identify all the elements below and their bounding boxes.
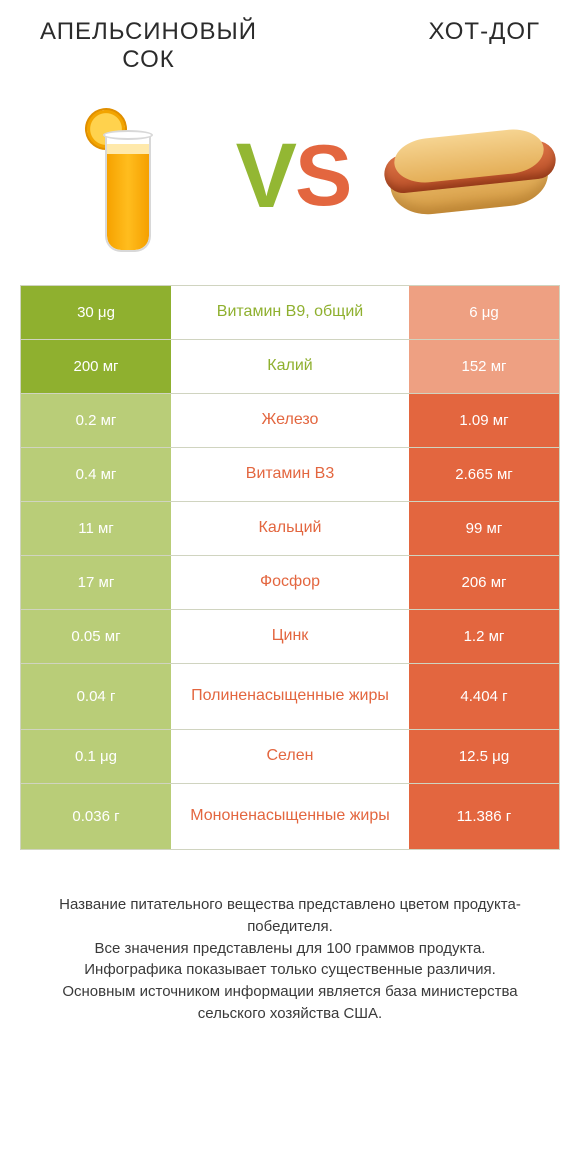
right-value: 1.09 мг bbox=[409, 394, 559, 447]
left-value: 0.4 мг bbox=[21, 448, 171, 501]
comparison-table: 30 μgВитамин B9, общий6 μg200 мгКалий152… bbox=[20, 285, 560, 850]
left-value: 0.04 г bbox=[21, 664, 171, 729]
right-value: 11.386 г bbox=[409, 784, 559, 849]
infographic: АПЕЛЬСИНОВЫЙ СОК ХОТ-ДОГ V S 30 μgВитами… bbox=[0, 0, 580, 1025]
right-value: 6 μg bbox=[409, 286, 559, 339]
nutrient-label: Железо bbox=[171, 394, 409, 447]
nutrient-label: Селен bbox=[171, 730, 409, 783]
table-row: 0.05 мгЦинк1.2 мг bbox=[21, 610, 559, 664]
vs-v: V bbox=[236, 130, 297, 222]
right-product-image bbox=[384, 91, 534, 261]
left-product-title: АПЕЛЬСИНОВЫЙ СОК bbox=[40, 18, 257, 73]
left-value: 0.05 мг bbox=[21, 610, 171, 663]
left-value: 200 мг bbox=[21, 340, 171, 393]
vs-label: V S bbox=[236, 130, 353, 222]
right-value: 12.5 μg bbox=[409, 730, 559, 783]
right-value: 2.665 мг bbox=[409, 448, 559, 501]
right-value: 1.2 мг bbox=[409, 610, 559, 663]
table-row: 0.04 гПолиненасыщенные жиры4.404 г bbox=[21, 664, 559, 730]
nutrient-label: Калий bbox=[171, 340, 409, 393]
nutrient-label: Витамин B9, общий bbox=[171, 286, 409, 339]
nutrient-label: Полиненасыщенные жиры bbox=[171, 664, 409, 729]
hotdog-icon bbox=[384, 116, 534, 236]
table-row: 17 мгФосфор206 мг bbox=[21, 556, 559, 610]
left-value: 0.1 μg bbox=[21, 730, 171, 783]
footer-line-4: Основным источником информации является … bbox=[30, 981, 550, 1025]
right-product-title: ХОТ-ДОГ bbox=[429, 18, 540, 46]
footer-line-1: Название питательного вещества представл… bbox=[30, 894, 550, 938]
table-row: 0.2 мгЖелезо1.09 мг bbox=[21, 394, 559, 448]
table-row: 0.1 μgСелен12.5 μg bbox=[21, 730, 559, 784]
header: АПЕЛЬСИНОВЫЙ СОК ХОТ-ДОГ bbox=[10, 18, 570, 73]
hero-row: V S bbox=[10, 91, 570, 261]
table-row: 200 мгКалий152 мг bbox=[21, 340, 559, 394]
nutrient-label: Кальций bbox=[171, 502, 409, 555]
left-value: 11 мг bbox=[21, 502, 171, 555]
table-row: 30 μgВитамин B9, общий6 μg bbox=[21, 286, 559, 340]
orange-juice-icon bbox=[79, 96, 179, 256]
nutrient-label: Мононенасыщенные жиры bbox=[171, 784, 409, 849]
left-value: 30 μg bbox=[21, 286, 171, 339]
right-value: 99 мг bbox=[409, 502, 559, 555]
nutrient-label: Витамин B3 bbox=[171, 448, 409, 501]
left-value: 0.036 г bbox=[21, 784, 171, 849]
left-value: 17 мг bbox=[21, 556, 171, 609]
footer-line-3: Инфографика показывает только существенн… bbox=[30, 959, 550, 981]
vs-s: S bbox=[295, 133, 352, 219]
left-value: 0.2 мг bbox=[21, 394, 171, 447]
table-row: 0.036 гМононенасыщенные жиры11.386 г bbox=[21, 784, 559, 850]
footer-line-2: Все значения представлены для 100 граммо… bbox=[30, 938, 550, 960]
right-value: 206 мг bbox=[409, 556, 559, 609]
nutrient-label: Цинк bbox=[171, 610, 409, 663]
footer-notes: Название питательного вещества представл… bbox=[10, 894, 570, 1025]
left-product-image bbox=[54, 91, 204, 261]
table-row: 0.4 мгВитамин B32.665 мг bbox=[21, 448, 559, 502]
nutrient-label: Фосфор bbox=[171, 556, 409, 609]
right-value: 4.404 г bbox=[409, 664, 559, 729]
table-row: 11 мгКальций99 мг bbox=[21, 502, 559, 556]
right-value: 152 мг bbox=[409, 340, 559, 393]
